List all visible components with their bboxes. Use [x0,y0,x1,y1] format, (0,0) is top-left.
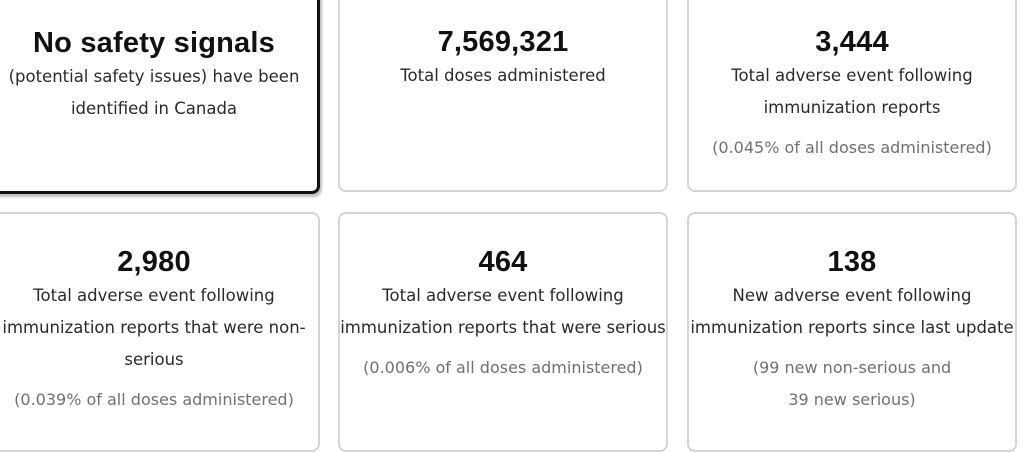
card-description-line: serious [124,350,184,369]
non-serious-reports-card: 2,980 Total adverse event following immu… [0,212,320,452]
card-headline: 2,980 [117,246,191,278]
card-description-line: New adverse event following [732,286,972,305]
card-description-line: identified in Canada [70,99,238,118]
card-headline: 464 [478,246,528,278]
card-description-line: Total adverse event following [33,286,275,305]
card-description-line: (potential safety issues) have been [8,67,300,86]
card-description-line: immunization reports [763,98,941,117]
card-breakdown-note: (99 new non-serious and [752,358,952,377]
card-description-line: Total adverse event following [382,286,624,305]
card-breakdown-note: 39 new serious) [788,390,916,409]
card-description-line: Total adverse event following [731,66,973,85]
total-aefi-reports-card: 3,444 Total adverse event following immu… [687,0,1017,192]
card-headline: 3,444 [815,26,889,58]
card-description-line: immunization reports that were non- [2,318,306,337]
safety-signals-card: No safety signals (potential safety issu… [0,0,320,194]
card-description-line: immunization reports that were serious [340,318,666,337]
card-description-line: Total doses administered [400,66,606,85]
card-headline: No safety signals [33,27,275,59]
card-percentage-note: (0.045% of all doses administered) [712,138,992,157]
card-percentage-note: (0.006% of all doses administered) [363,358,643,377]
card-headline: 7,569,321 [437,26,569,58]
card-percentage-note: (0.039% of all doses administered) [14,390,294,409]
card-description-line: immunization reports since last update [690,318,1014,337]
serious-reports-card: 464 Total adverse event following immuni… [338,212,668,452]
new-reports-card: 138 New adverse event following immuniza… [687,212,1017,452]
total-doses-card: 7,569,321 Total doses administered [338,0,668,192]
card-headline: 138 [827,246,877,278]
